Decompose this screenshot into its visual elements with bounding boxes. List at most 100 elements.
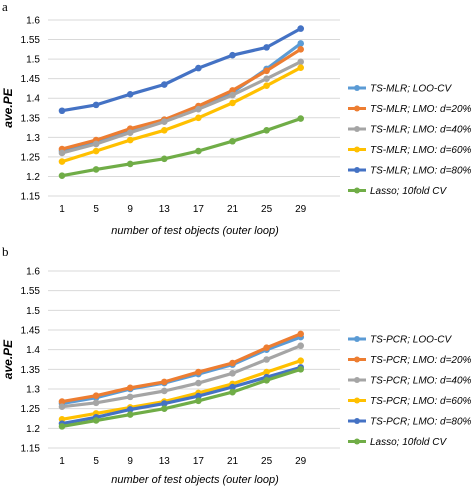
data-point (263, 368, 270, 376)
panel-letter: b (2, 244, 9, 259)
chart-panel-b: b 1.15 1.2 1.25 1.3 1.35 1.4 1.45 1.5 1.55 1.6 ave.… (1, 244, 472, 486)
series-line (60, 66, 303, 164)
data-point (126, 160, 134, 168)
data-point (195, 397, 202, 405)
y-tick-label: 1.6 (26, 16, 40, 27)
data-point (297, 366, 305, 373)
legend-swatch-marker (354, 85, 360, 91)
data-point (58, 107, 66, 115)
series-line (60, 359, 303, 421)
data-point (126, 129, 134, 136)
x-tick-label: 17 (193, 204, 205, 215)
series-line (60, 365, 303, 426)
data-point (195, 105, 202, 113)
data-point (126, 393, 134, 401)
y-tick-label: 1.45 (21, 326, 41, 337)
data-point (229, 359, 236, 367)
data-point (92, 140, 100, 148)
legend-swatch-marker (354, 336, 360, 342)
data-point (58, 398, 66, 405)
series-4 (58, 64, 305, 165)
series-6 (58, 115, 305, 179)
series-line (60, 47, 303, 151)
y-tick-label: 1.4 (26, 345, 40, 356)
legend-entry: TS-MLR; LMO: d=80% (370, 166, 472, 177)
data-point (297, 330, 305, 338)
legend-swatch-marker (354, 167, 360, 173)
data-point (92, 417, 100, 424)
data-point (297, 46, 305, 53)
x-axis-label: number of test objects (outer loop) (111, 474, 279, 486)
legend-entry: TS-PCR; LMO: d=40% (370, 376, 472, 387)
y-tick-label: 1.25 (21, 404, 41, 415)
data-point (263, 344, 270, 352)
data-point (297, 40, 305, 47)
data-point (297, 342, 305, 350)
series-5 (58, 25, 305, 115)
y-tick-label: 1.15 (21, 192, 41, 203)
x-tick-label: 29 (295, 204, 307, 215)
legend-entry: TS-PCR; LMO: d=60% (370, 396, 472, 407)
data-point (161, 118, 168, 125)
chart-panel-a: a 1.15 1.2 1.25 1.3 1.35 1.4 1.45 1.5 1.55 1.6 ave.… (1, 0, 472, 237)
data-point (263, 356, 270, 363)
x-tick-label: 21 (227, 204, 239, 215)
data-point (229, 99, 236, 107)
data-point (58, 172, 66, 179)
legend-swatch-marker (354, 377, 360, 383)
legend-swatch-marker (354, 126, 360, 132)
y-tick-label: 1.5 (26, 55, 40, 66)
x-tick-label: 1 (59, 204, 65, 215)
data-point (126, 136, 134, 144)
data-point (263, 126, 270, 134)
data-point (195, 147, 202, 155)
data-point (297, 58, 305, 66)
data-point (297, 25, 305, 32)
legend-entry: Lasso; 10fold CV (370, 186, 447, 197)
y-tick-label: 1.25 (21, 152, 41, 163)
y-tick-label: 1.6 (26, 267, 40, 278)
x-tick-label: 9 (127, 456, 133, 467)
data-point (263, 377, 270, 384)
x-tick-label: 25 (261, 204, 273, 215)
series-line (60, 27, 303, 113)
x-tick-label: 1 (59, 456, 65, 467)
data-point (195, 64, 202, 72)
data-point (229, 388, 236, 396)
data-point (92, 101, 100, 109)
y-tick-label: 1.4 (26, 94, 40, 105)
series-line (60, 367, 303, 428)
series-3 (58, 58, 305, 157)
y-tick-label: 1.3 (26, 133, 40, 144)
panel-letter: a (2, 0, 8, 14)
data-point (195, 392, 202, 400)
data-point (263, 75, 270, 82)
x-tick-label: 5 (93, 456, 99, 467)
data-point (126, 384, 134, 392)
legend-swatch-marker (354, 146, 360, 153)
legend-entry: TS-MLR; LMO: d=60% (370, 145, 472, 156)
y-tick-label: 1.55 (21, 286, 41, 297)
legend-entry: Lasso; 10fold CV (370, 437, 447, 448)
data-point (229, 87, 236, 94)
series-line (60, 41, 303, 153)
data-point (263, 82, 270, 90)
x-tick-label: 5 (93, 204, 99, 215)
x-tick-label: 9 (127, 204, 133, 215)
data-point (161, 387, 168, 395)
legend-swatch-marker (354, 438, 360, 445)
legend-entry: TS-PCR; LMO: d=20% (370, 355, 472, 366)
data-point (92, 392, 100, 399)
legend-entry: TS-MLR; LMO: d=20% (370, 104, 472, 115)
data-point (229, 51, 236, 59)
series-line (60, 116, 303, 178)
legend: TS-MLR; LOO-CV TS-MLR; LMO: d=20% TS-MLR; … (348, 84, 472, 197)
legend-entry: TS-PCR; LMO: d=80% (370, 417, 472, 428)
x-tick-label: 13 (159, 204, 171, 215)
series-line (60, 60, 303, 155)
legend-entry: TS-MLR; LMO: d=40% (370, 125, 472, 136)
x-tick-label: 29 (295, 456, 307, 467)
y-tick-label: 1.5 (26, 306, 40, 317)
series-2 (58, 46, 305, 153)
